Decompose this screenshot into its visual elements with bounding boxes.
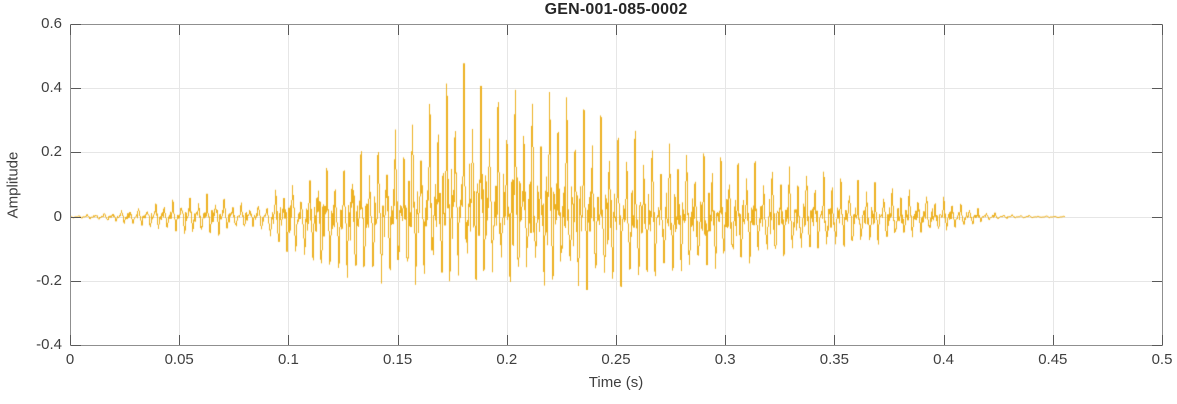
x-tick-label: 0.35 <box>819 351 849 368</box>
y-tick-label: 0 <box>53 207 62 225</box>
x-tick-label: 0.25 <box>601 351 631 368</box>
x-tick-label: 0.1 <box>277 351 299 368</box>
x-tick-label: 0.2 <box>496 351 518 368</box>
x-tick-label: 0.5 <box>1151 351 1173 368</box>
y-axis-label: Amplitude <box>4 151 22 219</box>
y-tick-label: -0.4 <box>36 336 62 353</box>
waveform-canvas <box>70 24 1162 345</box>
chart-title: GEN-001-085-0002 <box>544 1 688 18</box>
y-tick-label: 0.2 <box>41 143 62 161</box>
x-tick-label: 0.4 <box>933 351 955 368</box>
y-tick-label: 0.6 <box>41 15 62 32</box>
x-tick-label: 0 <box>65 351 75 368</box>
x-tick-label: 0.15 <box>382 351 413 368</box>
y-tick-label: -0.2 <box>36 271 62 289</box>
x-tick-label: 0.3 <box>714 351 736 368</box>
x-axis-label: Time (s) <box>588 374 644 391</box>
x-tick-label: 0.05 <box>164 351 194 368</box>
y-tick-label: 0.4 <box>41 79 62 97</box>
axes-box <box>70 24 1163 346</box>
x-tick-label: 0.45 <box>1038 351 1068 368</box>
